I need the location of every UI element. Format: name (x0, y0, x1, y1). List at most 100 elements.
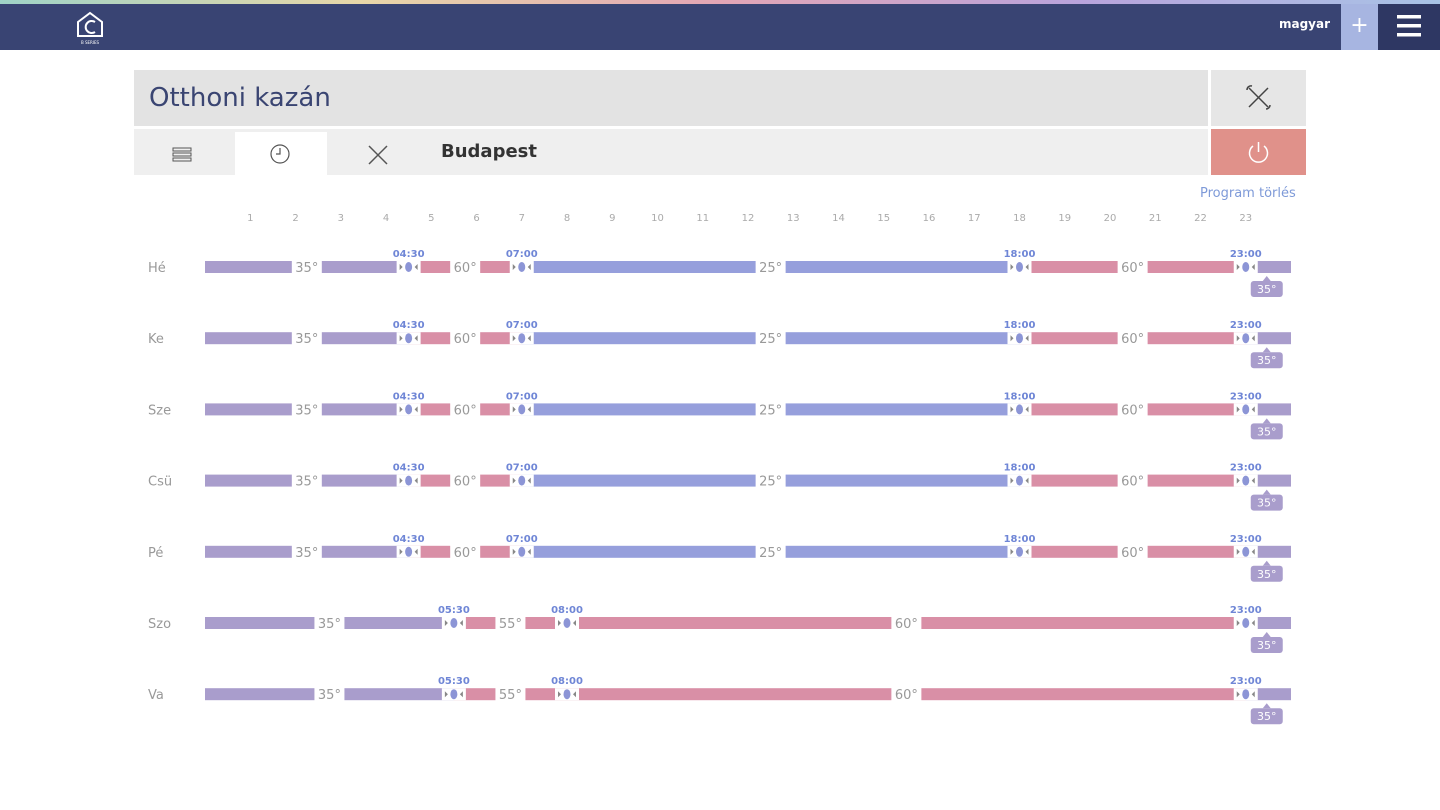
switch-handle[interactable] (555, 688, 579, 701)
tools-tab[interactable] (368, 145, 388, 165)
segment-temperature: 60° (1121, 332, 1144, 347)
device-title: Otthoni kazán (134, 70, 1208, 126)
switch-time: 23:00 (1230, 391, 1262, 402)
switch-handle[interactable] (441, 617, 466, 629)
segment-bar (1147, 545, 1246, 558)
hour-label: 9 (609, 213, 615, 224)
switch-handle[interactable] (441, 688, 466, 701)
logo-text: B SERIES (81, 40, 100, 45)
switch-time: 23:00 (1230, 463, 1262, 474)
language-button[interactable]: magyar (1278, 17, 1330, 31)
switch-time: 07:00 (506, 463, 538, 474)
segment-bar (921, 617, 1246, 629)
clock-tab[interactable] (235, 132, 327, 175)
switch-handle[interactable] (509, 545, 534, 558)
switch-time: 07:00 (506, 534, 538, 545)
segment-bar (1019, 332, 1118, 345)
list-tab[interactable] (172, 147, 192, 162)
handle-knob (1016, 333, 1023, 344)
switch-time: 04:30 (393, 463, 425, 474)
segment-bar (321, 261, 409, 273)
switch-handle[interactable] (1007, 403, 1032, 416)
location: Budapest (441, 141, 537, 162)
hour-label: 6 (473, 213, 479, 224)
switch-handle[interactable] (509, 403, 534, 416)
hour-label: 13 (787, 213, 800, 224)
switch-handle[interactable] (1233, 261, 1258, 273)
handle-knob (1016, 475, 1023, 486)
power-button[interactable] (1211, 129, 1306, 175)
switch-handle[interactable] (509, 332, 534, 345)
tooltip-pointer (1262, 703, 1271, 709)
switch-handle[interactable] (1233, 617, 1258, 629)
segment-bar (521, 545, 756, 558)
top-bar (0, 0, 1440, 50)
handle-knob (405, 262, 413, 272)
switch-handle[interactable] (396, 545, 421, 558)
hour-label: 12 (742, 213, 755, 224)
switch-handle[interactable] (1007, 545, 1032, 558)
switch-handle[interactable] (1233, 474, 1258, 487)
segment-temperature: 25° (759, 546, 782, 561)
switch-time: 18:00 (1004, 463, 1036, 474)
switch-handle[interactable] (1007, 474, 1032, 487)
segment-temperature: 60° (454, 403, 477, 418)
switch-handle[interactable] (396, 403, 421, 416)
day-label: Hé (148, 261, 166, 276)
handle-knob (1242, 404, 1250, 415)
temperature-tooltip (1250, 352, 1283, 369)
handle-knob (1016, 404, 1023, 415)
add-button[interactable]: + (1341, 4, 1378, 50)
segment-bar (205, 332, 292, 345)
switch-handle[interactable] (1233, 688, 1258, 701)
handle-knob (1016, 262, 1023, 272)
hour-label: 11 (696, 213, 709, 224)
segment-temperature: 25° (759, 332, 782, 347)
switch-handle[interactable] (1007, 261, 1032, 273)
switch-handle[interactable] (1233, 545, 1258, 558)
switch-handle[interactable] (396, 474, 421, 487)
segment-bar (921, 688, 1246, 701)
switch-handle[interactable] (555, 617, 579, 629)
switch-handle[interactable] (509, 474, 534, 487)
menu-button[interactable] (1378, 4, 1440, 50)
switch-handle[interactable] (1233, 403, 1258, 416)
segment-bar (785, 474, 1020, 487)
switch-handle[interactable] (509, 261, 534, 273)
handle-knob (1242, 475, 1250, 486)
switch-handle[interactable] (396, 261, 421, 273)
clear-program-link[interactable]: Program törlés (1200, 186, 1296, 201)
hour-label: 22 (1194, 213, 1207, 224)
segment-bar (1019, 545, 1118, 558)
temperature-tooltip (1250, 423, 1283, 440)
hour-label: 5 (428, 213, 434, 224)
tooltip-temperature: 35° (1257, 639, 1277, 652)
segment-temperature: 25° (759, 475, 782, 490)
segment-temperature: 60° (895, 617, 918, 632)
segment-bar (1147, 332, 1246, 345)
segment-bar (205, 688, 315, 701)
segment-temperature: 35° (318, 617, 341, 632)
settings-button[interactable] (1211, 70, 1306, 126)
tooltip-temperature: 35° (1257, 425, 1277, 438)
handle-knob (1242, 333, 1250, 344)
day-label: Pé (148, 546, 163, 561)
segment-temperature: 60° (454, 261, 477, 276)
segment-bar (1147, 403, 1246, 416)
hour-label: 15 (877, 213, 890, 224)
logo[interactable]: B SERIES (70, 8, 114, 48)
segment-bar (205, 545, 292, 558)
segment-bar (521, 474, 756, 487)
segment-bar (567, 688, 892, 701)
segment-bar (344, 617, 454, 629)
switch-handle[interactable] (1007, 332, 1032, 345)
handle-knob (450, 618, 458, 628)
switch-time: 23:00 (1230, 320, 1262, 331)
handle-knob (1242, 546, 1250, 557)
switch-handle[interactable] (1233, 332, 1258, 345)
switch-time: 04:30 (393, 249, 425, 260)
segment-bar (1019, 403, 1118, 416)
switch-handle[interactable] (396, 332, 421, 345)
